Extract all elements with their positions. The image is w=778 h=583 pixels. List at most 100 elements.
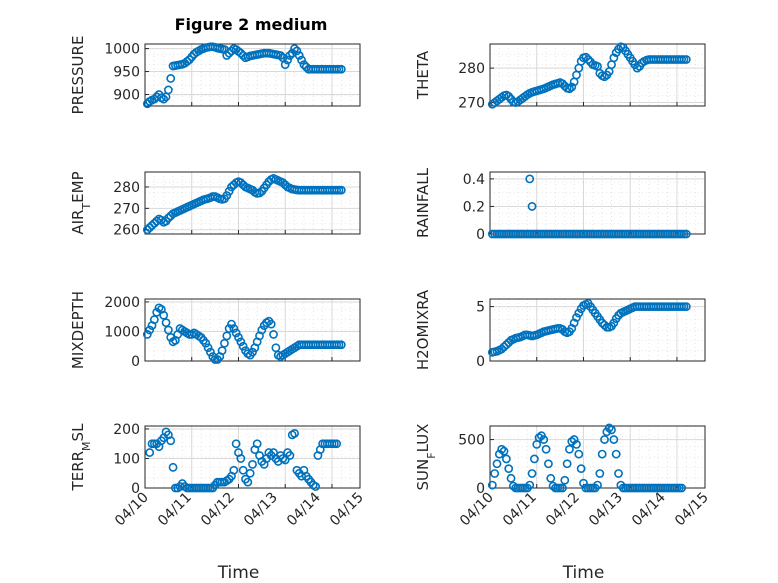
data-point — [525, 480, 535, 490]
y-tick-label: 0 — [476, 481, 485, 497]
data-point — [222, 331, 232, 341]
data-point — [677, 483, 687, 493]
subplot-pressure: 900 950 1000 PRESSURE — [69, 36, 361, 114]
data-point — [145, 223, 155, 232]
y-tick-label: 1000 — [104, 42, 140, 58]
data-point — [142, 330, 152, 339]
data-point — [534, 433, 544, 443]
data-point — [224, 186, 234, 196]
data-point — [161, 318, 171, 328]
axes-frame — [144, 43, 361, 107]
y-tick-label: 950 — [113, 65, 140, 81]
data-point — [527, 469, 537, 478]
x-axis-label: Time — [562, 563, 605, 583]
y-tick-label: 270 — [458, 96, 485, 112]
data-point — [166, 436, 176, 446]
data-point — [544, 459, 553, 469]
minor-grid — [489, 426, 706, 488]
data-point — [243, 477, 253, 487]
axes-frame — [144, 171, 361, 235]
data-point — [266, 319, 276, 329]
data-point — [238, 341, 248, 351]
data-point — [611, 449, 621, 459]
data-point — [525, 174, 535, 184]
data-point — [299, 60, 309, 70]
y-tick-label: 0.2 — [463, 199, 485, 215]
data-point — [294, 51, 304, 60]
data-point — [166, 74, 176, 83]
x-tick-label: 04/12 — [543, 490, 583, 530]
subplot-theta: 270 280 THETA — [414, 42, 706, 112]
data-point — [145, 325, 155, 335]
data-point — [278, 178, 288, 188]
data-point — [238, 465, 248, 475]
data-point — [163, 213, 173, 223]
data-point — [201, 338, 211, 348]
data-point — [336, 64, 346, 74]
data-point — [600, 435, 609, 444]
data-point — [574, 308, 584, 318]
data-point — [583, 55, 593, 64]
y-tick-label: 500 — [458, 433, 485, 449]
data-point — [257, 325, 267, 335]
y-tick-label: 200 — [113, 422, 140, 438]
data-point — [145, 448, 155, 457]
y-tick-label: 270 — [113, 201, 140, 217]
data-series — [487, 174, 691, 239]
y-axis-label: AIRTEMP — [69, 171, 93, 234]
x-tick-label: 04/15 — [672, 490, 712, 530]
subplot-mixdepth: 0 1000 2000 MIXDEPTH — [69, 291, 361, 370]
data-point — [206, 347, 215, 357]
minor-grid — [489, 172, 706, 234]
data-point — [236, 337, 246, 347]
x-tick-label: 04/11 — [500, 490, 540, 530]
y-tick-label: 100 — [113, 451, 140, 467]
data-point — [332, 439, 342, 449]
data-point — [576, 464, 586, 474]
data-point — [541, 444, 551, 454]
data-point — [142, 225, 152, 235]
y-tick-label: 0 — [476, 354, 485, 370]
x-tick-label: 04/12 — [198, 490, 238, 530]
data-series — [487, 298, 691, 357]
data-point — [681, 55, 691, 64]
data-point — [222, 191, 232, 200]
y-tick-label: 0 — [476, 227, 485, 243]
data-point — [609, 318, 619, 328]
data-point — [595, 469, 605, 478]
y-tick-label: 0 — [131, 481, 140, 497]
data-point — [336, 340, 346, 350]
data-series — [142, 42, 346, 109]
y-axis-label: H2OMIXRA — [414, 289, 432, 370]
data-point — [236, 454, 246, 463]
data-series — [145, 427, 342, 493]
data-point — [231, 439, 241, 449]
data-point — [546, 473, 556, 483]
data-point — [229, 324, 239, 333]
y-axis-label: RAINFALL — [414, 167, 432, 238]
figure-title: Figure 2 medium — [175, 15, 328, 34]
data-point — [565, 444, 574, 454]
data-point — [271, 343, 281, 353]
data-point — [220, 338, 229, 348]
axes-frame — [489, 171, 706, 235]
x-axis-label: Time — [217, 563, 260, 583]
y-tick-label: 5 — [476, 300, 485, 316]
data-point — [222, 51, 232, 60]
data-point — [527, 202, 537, 211]
x-tick-label: 04/14 — [284, 489, 324, 529]
data-point — [227, 319, 236, 329]
data-point — [497, 444, 507, 454]
data-point — [539, 435, 549, 444]
data-point — [487, 480, 497, 490]
data-point — [236, 48, 246, 58]
data-point — [490, 469, 500, 478]
data-point — [149, 315, 159, 325]
x-tick-label: 04/14 — [629, 489, 669, 529]
data-point — [681, 302, 691, 312]
data-point — [609, 53, 619, 63]
data-point — [234, 332, 243, 342]
